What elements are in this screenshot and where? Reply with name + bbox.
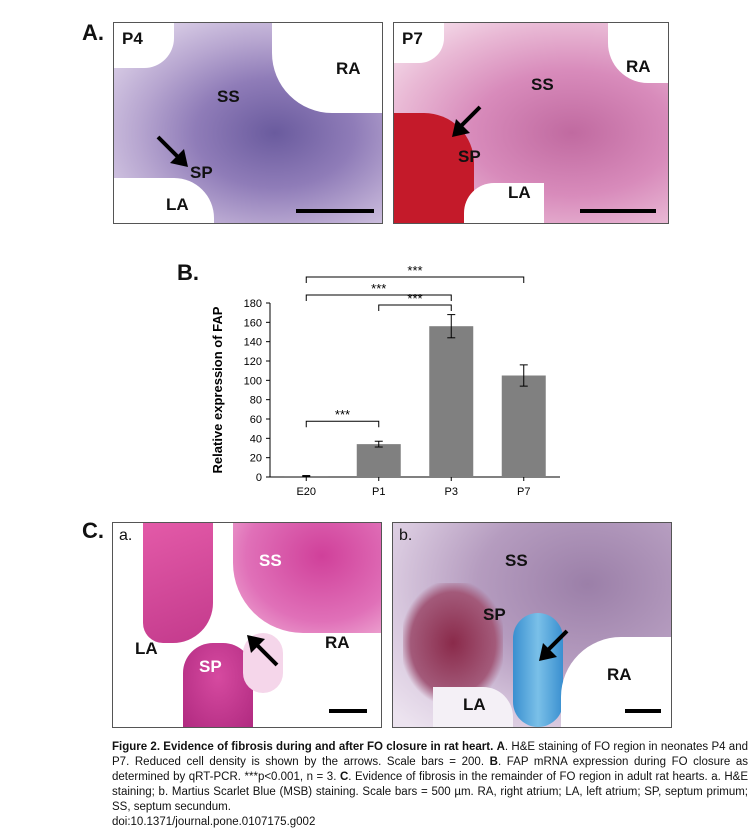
p7-label-sp: SP <box>458 147 481 166</box>
bar <box>429 326 474 477</box>
caption-a-label: A <box>496 741 505 753</box>
caption-a-text: . H&E staining of FO region in neonates … <box>112 741 748 768</box>
bar <box>501 375 546 477</box>
caption-figure-label: Figure 2. Evidence of fibrosis during an… <box>112 741 494 753</box>
c-a-label-ra: RA <box>325 633 350 652</box>
c-b-label-ra: RA <box>607 665 632 684</box>
y-tick-label: 80 <box>250 395 262 407</box>
caption-c-label: C <box>339 771 349 783</box>
c-b-label-la: LA <box>463 695 486 714</box>
p7-arrow-icon <box>452 105 482 137</box>
p4-scale-bar <box>296 209 374 213</box>
p7-title: P7 <box>402 29 423 48</box>
p4-label-sp: SP <box>190 163 213 182</box>
c-a-label-la: LA <box>135 639 158 658</box>
c-a-label-ss: SS <box>259 551 282 570</box>
y-axis-label: Relative expression of FAP <box>210 306 225 473</box>
c-a-arrow-icon <box>247 635 279 667</box>
significance-label: *** <box>407 263 422 278</box>
x-tick-label: P3 <box>445 486 458 498</box>
c-b-title: b. <box>399 527 413 544</box>
panel-a-letter: A. <box>82 20 104 45</box>
c-a-label-sp: SP <box>199 657 222 676</box>
y-tick-label: 40 <box>250 433 262 445</box>
micrograph-p7: P7 SS RA SP LA <box>393 22 669 224</box>
y-tick-label: 160 <box>244 317 262 329</box>
y-tick-label: 0 <box>256 472 262 484</box>
significance-bracket <box>305 294 452 301</box>
c-b-arrow-icon <box>539 629 569 661</box>
caption-b-text: . FAP mRNA expression during FO closure … <box>112 756 749 783</box>
significance-bracket <box>305 420 380 428</box>
x-tick-label: P1 <box>372 486 385 498</box>
c-b-scale-bar <box>625 709 661 713</box>
micrograph-c-b: b. SS SP RA LA <box>392 522 672 728</box>
x-tick-label: P7 <box>517 486 530 498</box>
x-tick-label: E20 <box>296 486 316 498</box>
p7-label-la: LA <box>508 183 531 202</box>
c-b-label-ss: SS <box>505 551 528 570</box>
c-b-label-sp: SP <box>483 605 506 624</box>
fap-bar-chart: 0 20 40 60 80 100 120 140 160 180 Relative express… <box>210 263 560 498</box>
c-a-title: a. <box>119 527 133 544</box>
caption-doi: doi:10.1371/journal.pone.0107175.g002 <box>112 816 316 828</box>
y-tick-label: 20 <box>250 453 262 465</box>
significance-bracket <box>378 304 452 311</box>
y-tick-label: 140 <box>244 337 262 349</box>
bar <box>356 444 401 477</box>
p7-label-ra: RA <box>626 57 651 76</box>
p7-label-ss: SS <box>531 75 554 94</box>
p4-label-la: LA <box>166 195 189 214</box>
p4-label-ss: SS <box>217 87 240 106</box>
y-tick-label: 60 <box>250 414 262 426</box>
y-tick-label: 180 <box>244 298 262 310</box>
figure-caption: Figure 2. Evidence of fibrosis during an… <box>112 740 748 830</box>
micrograph-c-a: a. SS LA RA SP <box>112 522 382 728</box>
y-tick-label: 120 <box>244 356 262 368</box>
panel-c-letter: C. <box>82 518 104 543</box>
significance-label: *** <box>407 291 422 306</box>
c-a-scale-bar <box>329 709 367 713</box>
significance-bracket <box>305 276 525 283</box>
p4-title: P4 <box>122 29 143 48</box>
p7-scale-bar <box>580 209 656 213</box>
caption-c-text: . Evidence of fibrosis in the remainder … <box>112 771 748 813</box>
caption-b-label: B <box>489 756 498 768</box>
y-tick-label: 100 <box>244 375 262 387</box>
panel-b-letter: B. <box>177 260 199 285</box>
micrograph-p4: P4 SS RA SP LA <box>113 22 383 224</box>
p4-label-ra: RA <box>336 59 361 78</box>
p4-arrow-icon <box>156 135 188 167</box>
significance-label: *** <box>335 407 350 422</box>
significance-label: *** <box>371 281 386 296</box>
